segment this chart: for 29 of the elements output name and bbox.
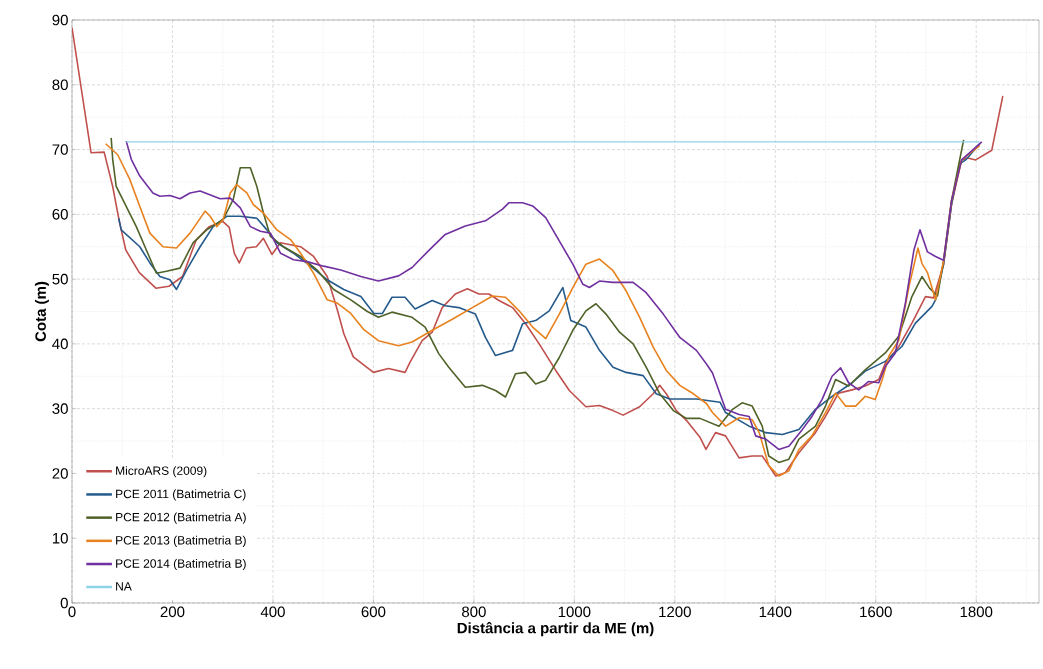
x-tick-label: 800: [462, 606, 486, 618]
y-tick-label: 60: [52, 209, 68, 220]
legend-label: PCE 2013 (Batimetria B): [116, 535, 246, 547]
y-tick-label: 10: [52, 532, 68, 544]
y-tick-label: 70: [52, 144, 68, 155]
y-tick-label: 80: [52, 79, 68, 91]
x-axis-title: Distância a partir da ME (m): [457, 622, 654, 637]
x-tick-label: 1400: [759, 606, 792, 618]
legend-label: PCE 2012 (Batimetria A): [116, 512, 246, 524]
x-tick-label: 1600: [860, 606, 892, 618]
x-tick-label: 400: [260, 606, 285, 618]
y-axis-title: Cota (m): [34, 281, 49, 342]
legend-label: NA: [116, 582, 132, 591]
x-tick-label: 200: [160, 606, 185, 618]
x-tick-label: 1200: [659, 606, 691, 618]
y-tick-label: 50: [52, 273, 68, 285]
y-tick-label: 90: [52, 14, 68, 26]
y-tick-label: 40: [52, 338, 68, 350]
legend-label: PCE 2014 (Batimetria B): [116, 558, 246, 571]
legend-label: MicroARS (2009): [116, 466, 207, 478]
y-tick-label: 30: [52, 403, 68, 414]
line-series: [72, 26, 1004, 477]
x-tick-label: 0: [68, 606, 76, 618]
x-tick-label: 1800: [960, 606, 993, 618]
legend-label: PCE 2011 (Batimetria C): [116, 489, 246, 501]
y-tick-label: 20: [52, 468, 68, 479]
x-tick-label: 600: [361, 606, 386, 618]
x-tick-label: 1000: [558, 606, 591, 618]
y-tick-label: 0: [60, 597, 68, 609]
